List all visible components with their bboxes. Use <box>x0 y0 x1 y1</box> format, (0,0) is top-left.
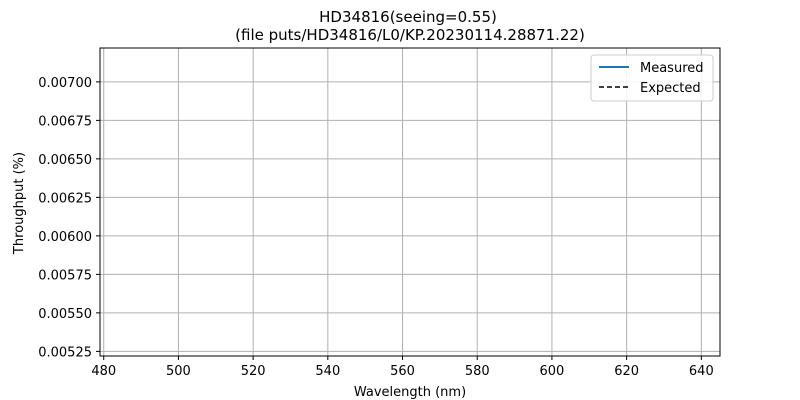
x-tick-label: 600 <box>540 364 565 379</box>
y-axis-label: Throughput (%) <box>12 152 27 255</box>
y-axis: 0.00525 0.00550 0.00575 0.00600 0.00625 0.006… <box>38 76 100 360</box>
x-tick-label: 520 <box>241 364 266 379</box>
legend-label-measured: Measured <box>640 61 704 76</box>
y-tick-label: 0.00600 <box>38 230 92 245</box>
x-tick-label: 480 <box>91 364 116 379</box>
x-tick-label: 560 <box>390 364 415 379</box>
y-tick-label: 0.00550 <box>38 307 92 322</box>
chart-subtitle: (file puts/HD34816/L0/KP.20230114.28871.… <box>235 26 585 44</box>
grid <box>100 48 720 356</box>
x-tick-label: 500 <box>166 364 191 379</box>
chart-title: HD34816(seeing=0.55) <box>319 8 497 26</box>
legend: Measured Expected <box>590 54 714 102</box>
x-tick-label: 540 <box>315 364 340 379</box>
y-tick-label: 0.00675 <box>38 114 92 129</box>
x-tick-label: 580 <box>465 364 490 379</box>
y-tick-label: 0.00575 <box>38 268 92 283</box>
x-tick-label: 640 <box>689 364 714 379</box>
x-axis: 480 500 520 540 560 580 600 620 640 <box>91 356 714 379</box>
y-tick-label: 0.00700 <box>38 76 92 91</box>
x-tick-label: 620 <box>614 364 639 379</box>
plot-area <box>99 47 721 357</box>
legend-label-expected: Expected <box>640 81 701 96</box>
y-tick-label: 0.00625 <box>38 191 92 206</box>
y-tick-label: 0.00525 <box>38 345 92 360</box>
x-axis-label: Wavelength (nm) <box>354 385 466 400</box>
y-tick-label: 0.00650 <box>38 153 92 168</box>
